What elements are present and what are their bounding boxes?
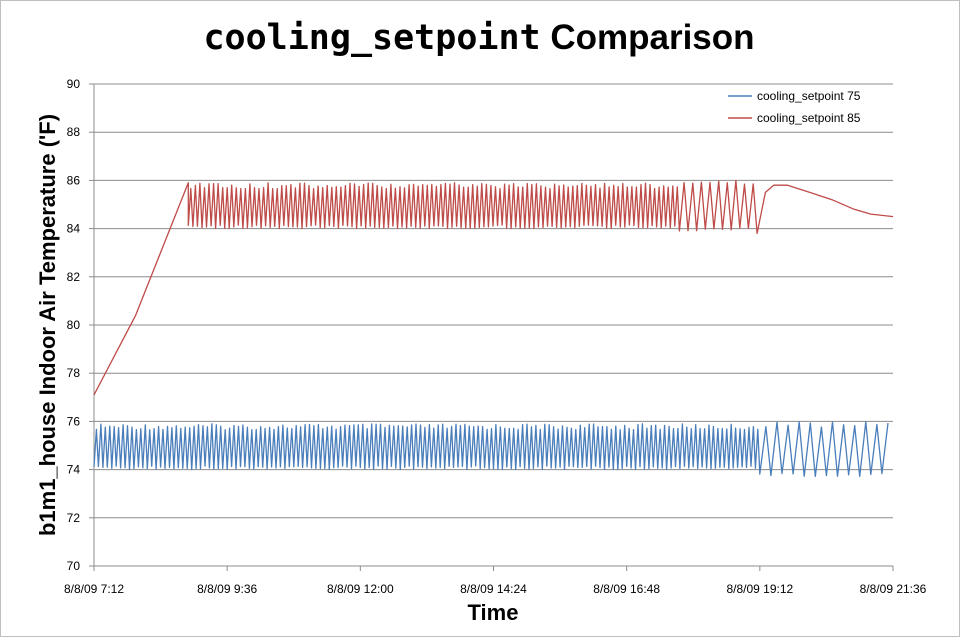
y-tick-label: 82: [67, 270, 81, 284]
series-lines: [93, 179, 894, 478]
x-tick-label: 8/8/09 9:36: [197, 582, 257, 596]
gridlines: [94, 83, 893, 519]
y-tick-label: 76: [67, 414, 81, 428]
chart-title: cooling_setpoint Comparison: [0, 18, 958, 58]
y-tick-label: 88: [67, 125, 81, 139]
y-tick-label: 84: [67, 222, 81, 236]
x-tick-label: 8/8/09 21:36: [860, 582, 927, 596]
legend-label-1: cooling_setpoint 75: [757, 89, 861, 103]
y-tick-label: 78: [67, 366, 81, 380]
y-tick-label: 72: [67, 511, 81, 525]
legend: cooling_setpoint 75 cooling_setpoint 85: [728, 89, 861, 125]
x-tick-label: 8/8/09 14:24: [460, 582, 527, 596]
x-axis-label: Time: [467, 600, 519, 625]
y-tick-label: 86: [67, 173, 81, 187]
series-line-1: [93, 421, 889, 478]
x-tick-label: 8/8/09 12:00: [327, 582, 394, 596]
y-tick-label: 80: [67, 318, 81, 332]
chart-title-rest: Comparison: [540, 18, 755, 57]
axes: 70 72 74 76 78 80 82 84 86 88 90 8/8/09 7:12 8/8/09 …: [64, 77, 927, 596]
y-tick-label: 70: [67, 559, 81, 573]
x-tick-label: 8/8/09 7:12: [64, 582, 124, 596]
legend-label-2: cooling_setpoint 85: [757, 111, 861, 125]
y-tick-label: 90: [67, 77, 81, 91]
x-tick-label: 8/8/09 19:12: [726, 582, 793, 596]
x-tick-label: 8/8/09 16:48: [593, 582, 660, 596]
y-tick-label: 74: [67, 463, 81, 477]
series-line-2: [93, 179, 894, 396]
chart-title-mono: cooling_setpoint: [203, 18, 541, 58]
